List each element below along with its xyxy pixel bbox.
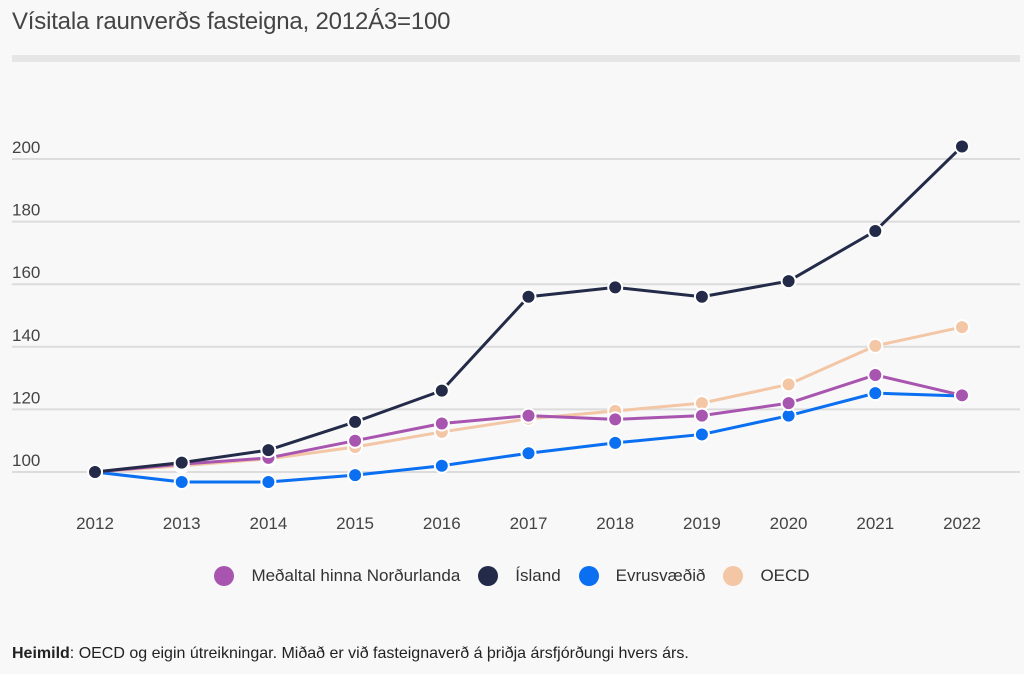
x-tick-label: 2018 xyxy=(596,514,634,533)
y-tick-label: 120 xyxy=(12,388,40,407)
series-line xyxy=(94,391,963,484)
legend-item-island[interactable]: Ísland xyxy=(478,566,561,586)
x-tick-label: 2013 xyxy=(163,514,201,533)
x-tick-label: 2020 xyxy=(770,514,808,533)
x-tick-label: 2015 xyxy=(336,514,374,533)
data-point xyxy=(607,279,624,296)
data-point xyxy=(954,387,970,404)
data-point xyxy=(867,366,884,383)
x-axis-ticks: 2012 2013 2014 2015 2016 2017 2018 2019 2020 2021… xyxy=(76,514,981,533)
data-point xyxy=(433,415,450,432)
data-point xyxy=(693,426,710,443)
x-tick-label: 2017 xyxy=(510,514,548,533)
legend-label: Evrusvæðið xyxy=(615,566,706,585)
data-point xyxy=(87,464,103,480)
data-point xyxy=(607,434,624,451)
y-axis-ticks: 100 120 140 160 180 200 xyxy=(12,138,40,470)
data-point xyxy=(867,337,884,354)
legend-label: Meðaltal hinna Norðurlanda xyxy=(251,566,461,585)
data-point xyxy=(173,474,190,491)
y-tick-label: 160 xyxy=(12,263,40,282)
source-label: Heimild xyxy=(12,645,70,662)
data-point xyxy=(867,385,884,402)
y-tick-label: 180 xyxy=(12,201,40,220)
data-point xyxy=(693,288,710,305)
data-point xyxy=(260,442,277,459)
y-tick-label: 100 xyxy=(12,451,40,470)
x-tick-label: 2016 xyxy=(423,514,461,533)
data-point xyxy=(347,432,364,449)
y-tick-label: 200 xyxy=(12,138,40,157)
x-tick-label: 2021 xyxy=(856,514,894,533)
data-point xyxy=(260,474,277,491)
data-point xyxy=(347,467,364,484)
title-divider xyxy=(12,55,1020,62)
x-tick-label: 2014 xyxy=(249,514,287,533)
data-point xyxy=(954,319,970,336)
y-tick-label: 140 xyxy=(12,326,40,345)
data-point xyxy=(433,457,450,474)
data-point xyxy=(867,222,884,239)
data-point xyxy=(780,395,797,412)
data-point xyxy=(433,382,450,399)
x-tick-label: 2019 xyxy=(683,514,721,533)
legend-label: Ísland xyxy=(515,566,561,585)
legend-item-oecd[interactable]: OECD xyxy=(723,566,810,586)
data-point xyxy=(347,413,364,430)
data-point xyxy=(780,376,797,393)
legend-swatch-icon xyxy=(578,566,599,586)
source-text: : OECD og eigin útreikningar. Miðað er v… xyxy=(69,645,689,662)
x-tick-label: 2022 xyxy=(943,514,981,533)
legend-item-evrusvaedid[interactable]: Evrusvæðið xyxy=(578,566,706,586)
data-point xyxy=(607,411,624,428)
data-point xyxy=(520,407,537,424)
data-point xyxy=(693,407,710,424)
legend-label: OECD xyxy=(760,566,810,585)
data-point xyxy=(520,445,537,462)
legend-swatch-icon xyxy=(723,566,744,586)
x-tick-label: 2012 xyxy=(76,514,114,533)
legend-swatch-icon xyxy=(478,566,499,586)
chart-title: Vísitala raunverðs fasteigna, 2012Á3=100 xyxy=(12,8,451,35)
data-point xyxy=(520,288,537,305)
data-point xyxy=(780,273,797,290)
series-lines xyxy=(94,145,964,484)
legend-swatch-icon xyxy=(214,566,235,586)
gridlines xyxy=(12,158,1020,473)
series-points xyxy=(87,138,970,491)
source-note: Heimild: OECD og eigin útreikningar. Mið… xyxy=(12,645,689,663)
legend-item-nordurlond[interactable]: Meðaltal hinna Norðurlanda xyxy=(214,566,460,586)
legend: Meðaltal hinna Norðurlanda Ísland Evrusv… xyxy=(0,566,1024,586)
data-point xyxy=(173,454,190,471)
data-point xyxy=(954,138,970,155)
